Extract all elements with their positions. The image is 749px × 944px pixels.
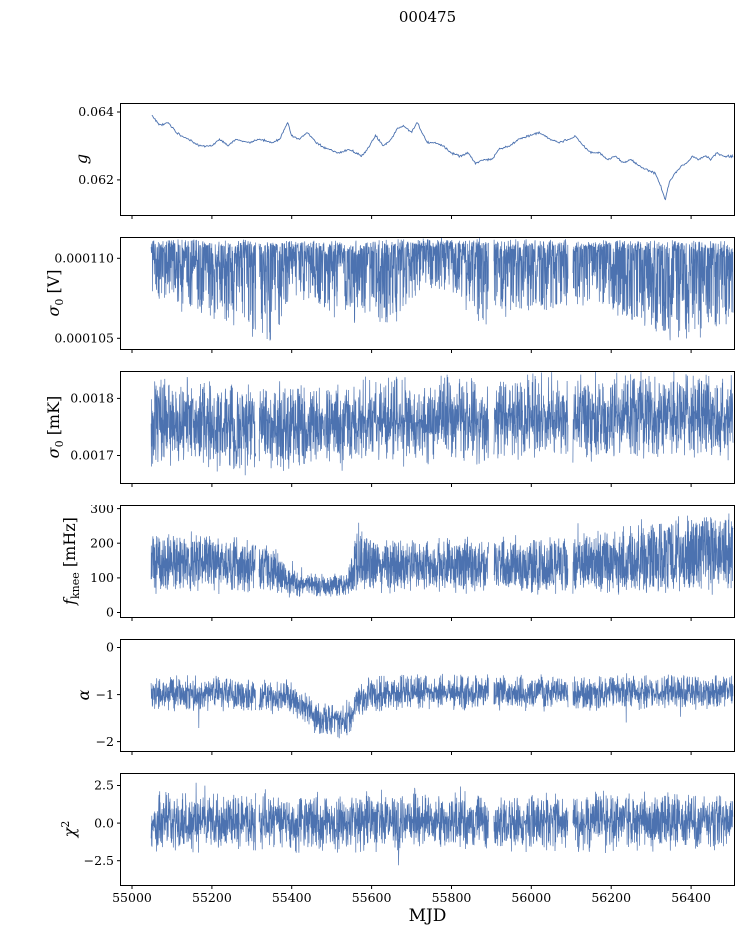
panel-svg-2: 0.0017 0.0018 bbox=[70, 371, 735, 487]
svg-text:0: 0 bbox=[106, 605, 114, 620]
svg-text:55400: 55400 bbox=[272, 890, 312, 905]
ylabel-chi2: χ2 bbox=[59, 820, 79, 838]
svg-text:200: 200 bbox=[90, 535, 114, 550]
ylabel-g-main: g bbox=[72, 153, 91, 165]
ylabel-chi2-main: χ bbox=[60, 827, 79, 838]
svg-text:55600: 55600 bbox=[352, 890, 392, 905]
ylabel-fknee: fknee [mHz] bbox=[60, 517, 82, 605]
svg-text:−2: −2 bbox=[96, 734, 114, 749]
panel-svg-4: −2 −1 0 bbox=[96, 639, 735, 755]
ylabel-sigma0-v: σ0 [V] bbox=[44, 269, 66, 317]
svg-text:0.062: 0.062 bbox=[78, 172, 114, 187]
svg-text:2.5: 2.5 bbox=[94, 778, 114, 793]
svg-text:−2.5: −2.5 bbox=[84, 853, 114, 868]
svg-text:0.0018: 0.0018 bbox=[70, 391, 114, 406]
svg-text:0.000110: 0.000110 bbox=[54, 251, 114, 266]
svg-text:0: 0 bbox=[106, 640, 114, 655]
svg-text:55000: 55000 bbox=[112, 890, 152, 905]
panel-svg-0: 0.062 0.064 bbox=[78, 103, 735, 219]
svg-text:56200: 56200 bbox=[591, 890, 631, 905]
svg-text:55200: 55200 bbox=[192, 890, 232, 905]
svg-text:0.0: 0.0 bbox=[94, 815, 114, 830]
panel-svg-1: 0.000105 0.000110 bbox=[54, 237, 735, 353]
panel-svg-3: 0 100 200 300 bbox=[90, 505, 735, 621]
panel-svg-5: 55000 55200 55400 55600 55800 56000 56200 56400… bbox=[84, 773, 735, 905]
ylabel-alpha-main: α bbox=[74, 689, 93, 701]
ylabel-sigma0-v-main: σ bbox=[44, 305, 63, 317]
svg-text:55800: 55800 bbox=[432, 890, 472, 905]
ylabel-g: g bbox=[65, 89, 91, 229]
svg-text:0.000105: 0.000105 bbox=[54, 331, 114, 346]
svg-text:0.064: 0.064 bbox=[78, 104, 114, 119]
svg-text:−1: −1 bbox=[96, 687, 114, 702]
figure-title: 000475 bbox=[398, 8, 457, 26]
svg-text:56400: 56400 bbox=[671, 890, 711, 905]
svg-text:0.0017: 0.0017 bbox=[70, 448, 114, 463]
ylabel-fknee-main: f bbox=[60, 599, 79, 605]
svg-text:56000: 56000 bbox=[511, 890, 551, 905]
svg-text:100: 100 bbox=[90, 570, 114, 585]
ylabel-sigma0-mk: σ0 [mK] bbox=[44, 395, 66, 459]
ylabel-alpha: α bbox=[67, 625, 93, 765]
ylabel-sigma0-mk-main: σ bbox=[44, 447, 63, 459]
xaxis-label: MJD bbox=[408, 906, 447, 926]
svg-text:300: 300 bbox=[90, 505, 114, 516]
